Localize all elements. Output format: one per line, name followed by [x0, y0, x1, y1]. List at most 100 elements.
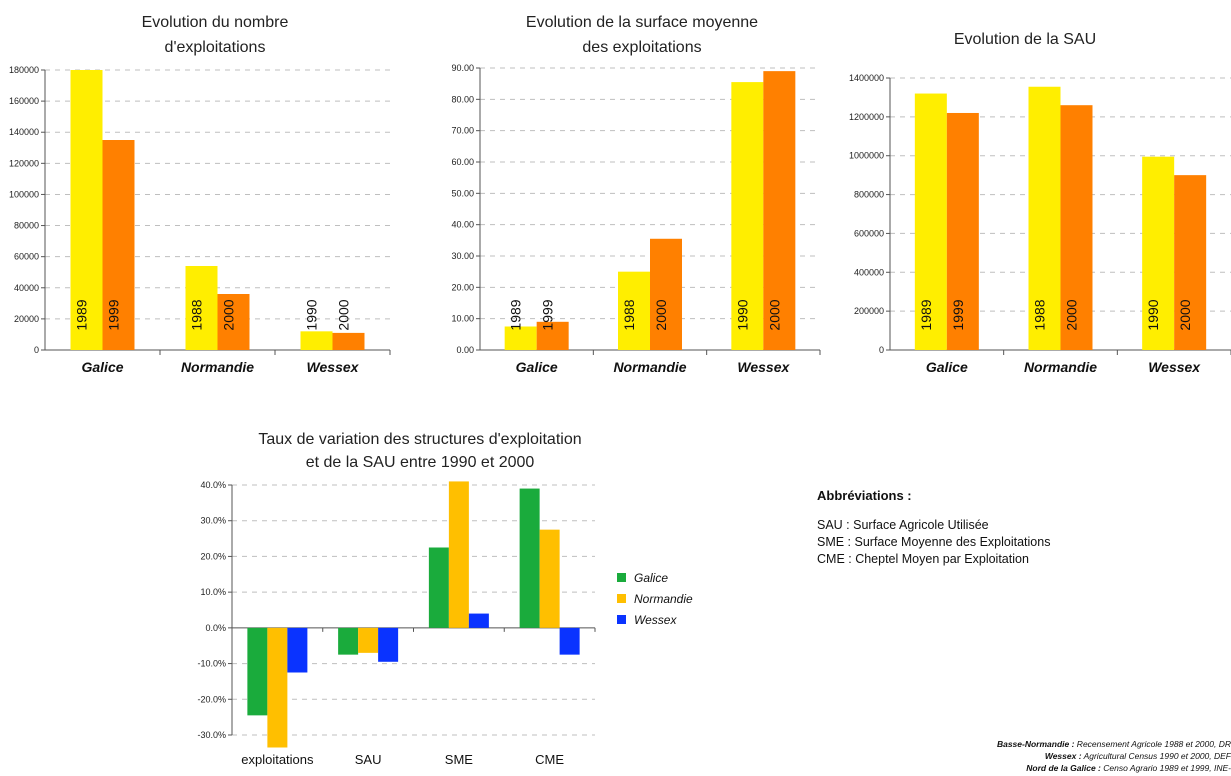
bar-year-label: 2000: [221, 299, 237, 330]
source-region: Wessex :: [1044, 751, 1082, 761]
chart-title: Evolution du nombre: [142, 14, 289, 31]
category-label: exploitations: [241, 752, 314, 767]
source-line: Nord de la Galice : Censo Agrario 1989 e…: [811, 762, 1231, 774]
bar: [946, 112, 979, 350]
bar: [519, 488, 540, 628]
bar-year-label: 2000: [1064, 299, 1080, 330]
legend-swatch: [617, 615, 626, 624]
legend-label: Wessex: [634, 613, 677, 627]
y-tick-label: 10.00: [451, 314, 474, 324]
source-line: Wessex : Agricultural Census 1990 et 200…: [811, 750, 1231, 762]
bar: [217, 294, 250, 350]
source-region: Nord de la Galice :: [1026, 763, 1101, 773]
bar: [1060, 105, 1093, 350]
y-tick-label: 30.0%: [200, 516, 226, 526]
chart-exploitations-count: Evolution du nombre d'exploitations 0 20000…: [9, 14, 391, 375]
source-text: Recensement Agricole 1988 et 2000, DR: [1074, 739, 1231, 749]
source-line: Basse-Normandie : Recensement Agricole 1…: [811, 738, 1231, 750]
y-tick-label: 70.00: [451, 126, 474, 136]
y-tick-label: -10.0%: [197, 659, 226, 669]
bar-year-label: 1988: [189, 299, 205, 330]
y-tick-label: 160000: [9, 96, 39, 106]
legend-swatch: [617, 573, 626, 582]
y-tick-label: 60000: [14, 252, 39, 262]
bar-year-label: 2000: [766, 299, 782, 330]
chart-average-surface: Evolution de la surface moyenne des explo…: [451, 14, 821, 375]
bar: [428, 547, 449, 628]
y-tick-label: 600000: [854, 228, 884, 238]
y-tick-label: 140000: [9, 127, 39, 137]
y-tick-label: 20.00: [451, 282, 474, 292]
bar: [378, 627, 399, 662]
y-tick-label: 120000: [9, 158, 39, 168]
bar: [559, 627, 580, 655]
abbreviation-item: CME : Cheptel Moyen par Exploitation: [817, 552, 1029, 566]
bar: [1142, 156, 1175, 350]
bar-year-label: 1988: [621, 299, 637, 330]
y-tick-label: 60.00: [451, 157, 474, 167]
bar: [539, 529, 560, 628]
abbreviations-panel: Abbréviations : SAU : Surface Agricole U…: [817, 488, 1197, 568]
category-label: SME: [445, 752, 474, 767]
bar-year-label: 1989: [918, 299, 934, 330]
category-label: SAU: [355, 752, 382, 767]
bar-year-label: 1989: [508, 299, 524, 330]
bar: [70, 70, 103, 350]
y-tick-label: 10.0%: [200, 587, 226, 597]
source-text: Agricultural Census 1990 et 2000, DEF: [1081, 751, 1231, 761]
bar-year-label: 1990: [1145, 299, 1161, 330]
y-tick-label: 0: [879, 345, 884, 355]
y-tick-label: 80.00: [451, 94, 474, 104]
bar-year-label: 2000: [336, 299, 352, 330]
bar: [1028, 86, 1061, 350]
y-tick-label: 800000: [854, 190, 884, 200]
bar: [358, 627, 379, 653]
bar: [102, 140, 135, 350]
category-label: CME: [535, 752, 564, 767]
bar-year-label: 1988: [1032, 299, 1048, 330]
y-tick-label: 20.0%: [200, 551, 226, 561]
y-tick-label: 0: [34, 345, 39, 355]
bar: [914, 93, 947, 351]
bar: [448, 481, 469, 628]
bar-year-label: 2000: [1177, 299, 1193, 330]
legend-label: Galice: [634, 571, 668, 585]
y-tick-label: -20.0%: [197, 694, 226, 704]
bar-year-label: 1989: [74, 299, 90, 330]
sources-panel: Basse-Normandie : Recensement Agricole 1…: [811, 738, 1231, 774]
category-label: Galice: [81, 359, 123, 375]
bar: [247, 627, 268, 716]
legend-swatch: [617, 594, 626, 603]
chart-title: Evolution de la surface moyenne: [526, 14, 758, 31]
y-tick-label: 0.00: [456, 345, 474, 355]
y-tick-label: 1000000: [849, 151, 884, 161]
y-tick-label: 200000: [854, 306, 884, 316]
category-label: Wessex: [737, 359, 790, 375]
source-region: Basse-Normandie :: [996, 739, 1075, 749]
bar-year-label: 1990: [304, 299, 320, 330]
bar-year-label: 1999: [950, 299, 966, 330]
source-text: Censo Agrario 1989 et 1999, INE-: [1100, 763, 1231, 773]
y-tick-label: 100000: [9, 189, 39, 199]
category-label: Galice: [926, 359, 968, 375]
y-tick-label: 1200000: [849, 112, 884, 122]
abbreviations-heading: Abbréviations :: [817, 488, 912, 503]
bar-year-label: 2000: [653, 299, 669, 330]
y-tick-label: 1400000: [849, 73, 884, 83]
bar: [332, 332, 365, 350]
bar-year-label: 1990: [734, 299, 750, 330]
category-label: Normandie: [613, 359, 686, 375]
bar: [504, 326, 537, 350]
category-label: Normandie: [181, 359, 254, 375]
bar: [468, 613, 489, 628]
category-label: Wessex: [1148, 359, 1201, 375]
bar: [338, 627, 359, 655]
bar: [650, 238, 682, 350]
chart-title: et de la SAU entre 1990 et 2000: [306, 454, 535, 471]
chart-title: Taux de variation des structures d'explo…: [258, 431, 581, 448]
chart-variation-rate: Taux de variation des structures d'explo…: [197, 431, 693, 767]
bar: [267, 627, 288, 748]
y-tick-label: 80000: [14, 221, 39, 231]
bar-year-label: 1999: [540, 299, 556, 330]
y-tick-label: 30.00: [451, 251, 474, 261]
